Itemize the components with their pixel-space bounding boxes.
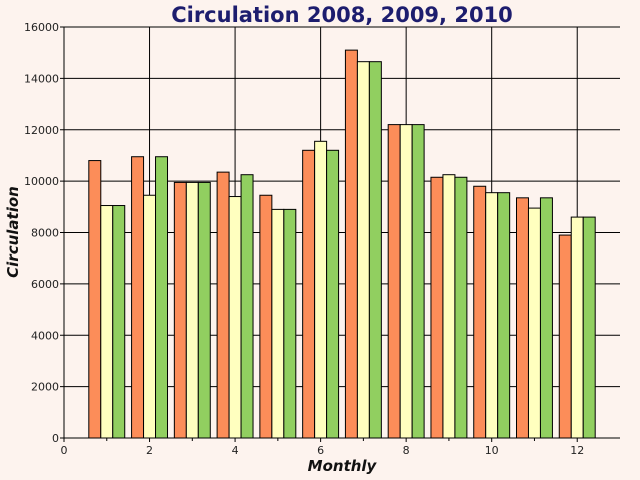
bar — [283, 208, 297, 439]
y-tick-label: 12000 — [24, 124, 59, 137]
x-tick-label: 12 — [570, 444, 584, 457]
bar — [100, 205, 114, 439]
bar — [582, 216, 596, 439]
x-tick-label: 2 — [146, 444, 153, 457]
bar — [112, 205, 126, 439]
x-tick-label: 0 — [61, 444, 68, 457]
y-axis-title: Circulation — [4, 186, 22, 278]
y-tick-label: 16000 — [24, 21, 59, 34]
bar — [131, 156, 145, 439]
bar — [314, 140, 328, 439]
bar — [485, 192, 499, 439]
y-tick-label: 2000 — [31, 381, 59, 394]
bars — [88, 49, 596, 439]
x-tick-label: 8 — [403, 444, 410, 457]
y-tick-label: 10000 — [24, 175, 59, 188]
bar — [527, 207, 541, 439]
bar — [558, 234, 572, 439]
bar — [216, 171, 230, 439]
bar — [411, 124, 425, 439]
x-tick-label: 4 — [232, 444, 239, 457]
bar — [173, 181, 187, 439]
y-tick-label: 14000 — [24, 72, 59, 85]
bar — [259, 194, 273, 439]
axes — [60, 26, 620, 442]
bar — [430, 176, 444, 439]
bar — [539, 197, 553, 439]
bar — [368, 61, 382, 439]
bar — [516, 197, 529, 439]
bar — [570, 216, 584, 439]
bar — [473, 185, 487, 439]
bar — [88, 160, 102, 439]
bar — [326, 149, 340, 439]
bar — [271, 208, 285, 439]
x-tick-labels: 0 2 4 6 8 10 12 — [61, 444, 585, 457]
bar — [454, 176, 468, 439]
bar — [356, 61, 370, 439]
y-tick-labels: 0 2000 4000 6000 8000 10000 12000 14000 16000 — [24, 21, 59, 445]
bar — [155, 156, 169, 439]
bar — [185, 181, 199, 439]
y-tick-label: 8000 — [31, 227, 59, 240]
chart-title: Circulation 2008, 2009, 2010 — [171, 3, 513, 27]
x-axis-title: Monthly — [308, 457, 378, 475]
bar — [240, 174, 254, 439]
bar — [399, 124, 413, 439]
bar — [497, 192, 511, 439]
bar — [387, 124, 401, 439]
y-tick-label: 4000 — [31, 329, 59, 342]
bar — [344, 49, 358, 439]
bar — [228, 196, 242, 439]
bar — [143, 194, 157, 439]
bar — [197, 181, 211, 439]
bar — [302, 149, 316, 439]
bar — [442, 174, 456, 439]
y-tick-label: 6000 — [31, 278, 59, 291]
x-tick-label: 10 — [485, 444, 499, 457]
x-tick-label: 6 — [317, 444, 324, 457]
y-tick-label: 0 — [52, 432, 59, 445]
